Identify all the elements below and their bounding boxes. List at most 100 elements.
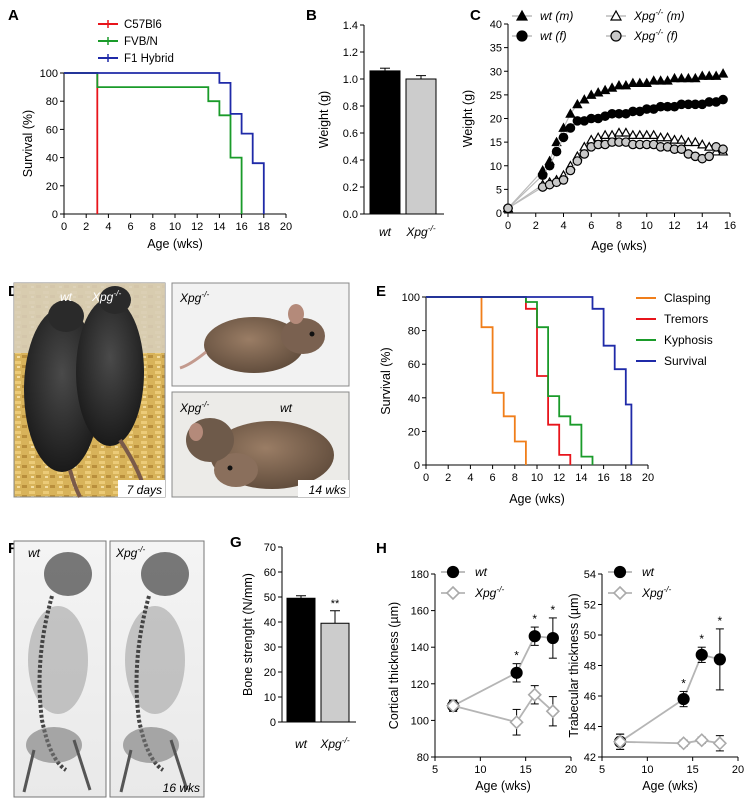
significance-marker: * [681, 676, 686, 690]
photo-label: Xpg-/- [115, 544, 145, 560]
y-tick-label: 5 [496, 184, 502, 196]
data-point [697, 70, 708, 80]
y-tick-label: 50 [264, 592, 276, 604]
legend-label: Clasping [664, 291, 711, 305]
y-tick-label: 40 [264, 617, 276, 629]
data-point [676, 144, 687, 155]
photo-label: wt [28, 546, 41, 560]
x-tick-label: 6 [588, 220, 594, 232]
data-point [676, 134, 687, 144]
data-point [648, 75, 659, 85]
legend-label: wt [642, 565, 655, 579]
data-point [613, 127, 625, 137]
x-axis-label: Age (wks) [642, 779, 698, 793]
y-tick-label: 0 [52, 209, 58, 221]
y-axis-label: Survival (%) [379, 347, 393, 414]
x-tick-label: 10 [641, 764, 653, 776]
y-tick-label: 160 [411, 606, 429, 618]
y-tick-label: 40 [46, 153, 58, 165]
legend-label: Survival [664, 354, 707, 368]
x-tick-label: 6 [490, 472, 496, 484]
data-point [683, 136, 694, 147]
photo-label: Xpg-/- [179, 289, 209, 305]
y-tick-label: 42 [584, 752, 596, 764]
xray-leg [119, 749, 133, 793]
data-point [655, 75, 666, 85]
x-tick-label: 0 [505, 220, 511, 232]
y-tick-label: 48 [584, 661, 596, 673]
photo-caption: 7 days [127, 483, 162, 497]
x-tick-label: 0 [61, 221, 67, 233]
data-point [641, 129, 652, 139]
y-tick-label: 52 [584, 600, 596, 612]
y-tick-label: 80 [417, 752, 429, 764]
y-tick-label: 0 [496, 208, 502, 220]
y-tick-label: 30 [264, 642, 276, 654]
data-point [718, 94, 728, 105]
x-tick-label: 6 [128, 221, 134, 233]
y-tick-label: 35 [490, 43, 502, 55]
mouse-tail [179, 350, 207, 370]
y-tick-label: 100 [40, 68, 58, 80]
x-tick-label: 18 [620, 472, 632, 484]
legend-marker [609, 9, 623, 21]
y-tick-label: 60 [264, 567, 276, 579]
legend-label: C57Bl6 [124, 19, 162, 31]
data-point [655, 131, 666, 142]
legend-label: F1 Hybrid [124, 53, 174, 65]
xray-pelvis [123, 727, 179, 763]
y-tick-label: 0.0 [343, 209, 358, 221]
data-point [717, 68, 729, 78]
series-line-kyphosis [426, 296, 594, 465]
data-point [503, 203, 513, 214]
x-axis-label: Age (wks) [147, 237, 203, 251]
data-point [662, 131, 673, 142]
x-tick-label: 16 [235, 221, 247, 233]
panel-letter-e: E [376, 283, 386, 300]
y-tick-label: 180 [411, 569, 429, 581]
x-tick-label: 14 [575, 472, 587, 484]
x-tick-label: 5 [599, 764, 605, 776]
data-point [572, 156, 583, 166]
x-tick-label: 5 [432, 764, 438, 776]
mouse-eye [227, 465, 233, 471]
data-point [648, 129, 659, 139]
data-point [712, 736, 727, 751]
xray-leg [72, 739, 92, 791]
data-point [527, 687, 542, 702]
y-tick-label: 40 [490, 19, 502, 31]
y-tick-label: 0.6 [343, 128, 358, 140]
y-tick-label: 100 [411, 715, 429, 727]
x-tick-label: 2 [533, 220, 539, 232]
data-point [690, 136, 701, 147]
legend-marker [446, 565, 460, 579]
mouse-head [281, 318, 325, 354]
data-point [565, 123, 576, 133]
data-point [565, 108, 576, 118]
y-tick-label: 0.4 [343, 155, 358, 167]
x-tick-label: 14 [696, 220, 708, 232]
x-tick-label: 8 [150, 221, 156, 233]
legend-marker [445, 585, 461, 601]
series-line-wt [452, 635, 553, 707]
data-point [683, 72, 694, 83]
data-point [627, 77, 639, 88]
x-tick-label: 10 [169, 221, 181, 233]
x-tick-label: 2 [83, 221, 89, 233]
data-point [669, 72, 680, 83]
data-point [676, 72, 687, 83]
x-tick-label: 12 [668, 220, 680, 232]
x-tick-label: 4 [467, 472, 473, 484]
mouse-xpg-body [76, 298, 144, 446]
data-point [718, 144, 728, 155]
series-line-c57bl6 [64, 72, 99, 214]
series-line-f1-hybrid [64, 72, 265, 214]
y-tick-label: 0.8 [343, 101, 358, 113]
series-line-survival [426, 296, 633, 465]
data-point [546, 631, 559, 645]
x-tick-label: 20 [280, 221, 292, 233]
x-tick-label: 8 [512, 472, 518, 484]
legend-marker [613, 565, 627, 579]
y-tick-label: 60 [408, 359, 420, 371]
mouse-head [214, 453, 258, 487]
